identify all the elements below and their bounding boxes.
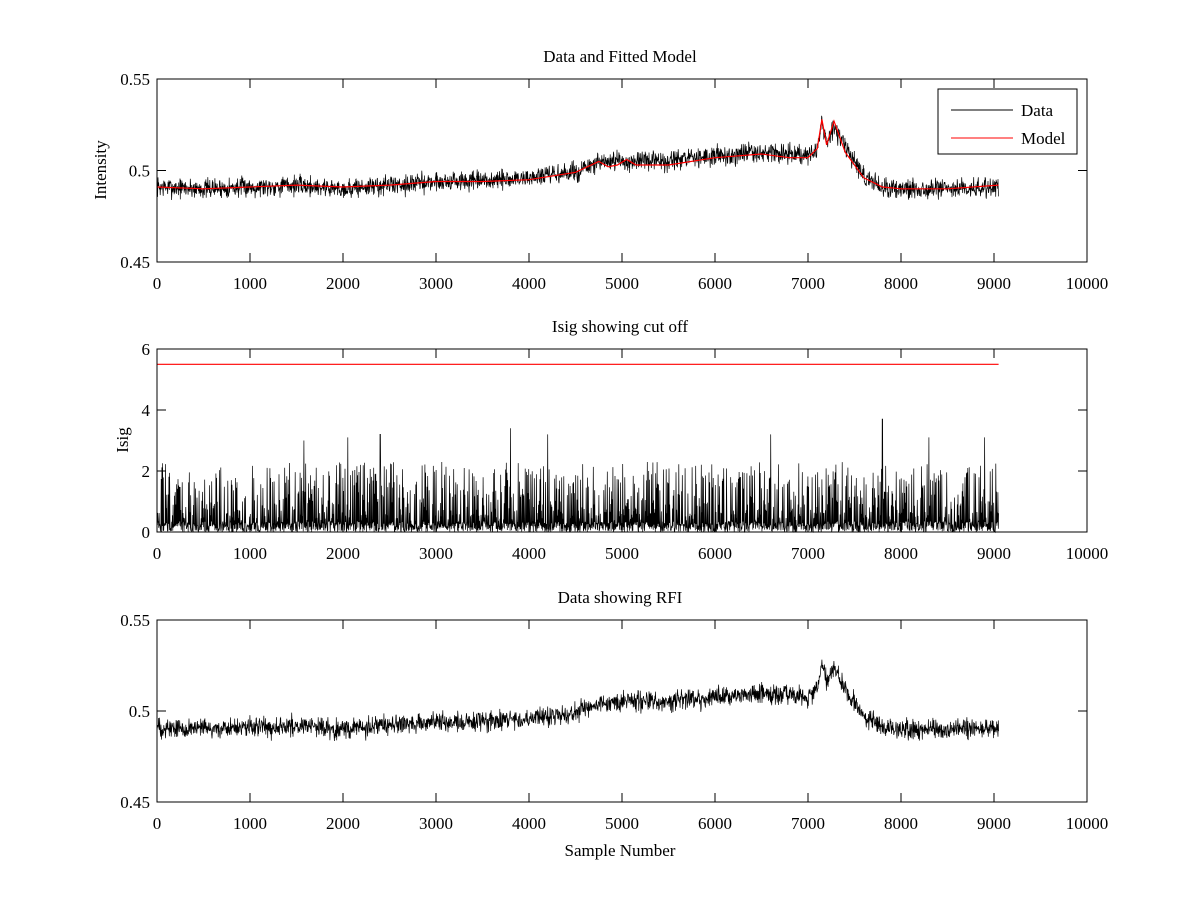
x-tick-label: 4000 [512,274,546,293]
y-tick-label: 4 [142,401,151,420]
y-tick-label: 0.45 [120,253,150,272]
x-tick-label: 0 [153,274,162,293]
x-tick-label: 1000 [233,544,267,563]
x-tick-label: 9000 [977,544,1011,563]
x-tick-label: 2000 [326,274,360,293]
series-data-line [156,659,999,742]
x-tick-label: 5000 [605,814,639,833]
y-tick-label: 0.55 [120,70,150,89]
x-tick-label: 3000 [419,544,453,563]
panel-3-xlabel: Sample Number [565,841,676,860]
x-tick-label: 9000 [977,274,1011,293]
x-tick-label: 6000 [698,814,732,833]
x-tick-label: 7000 [791,274,825,293]
x-tick-label: 3000 [419,814,453,833]
panel-3: Data showing RFI 0 1000 2000 3000 4000 5000 60… [120,588,1108,860]
panel-2: Isig showing cut off Isig 0 1000 2000 3000 4… [113,317,1108,563]
legend-model-label: Model [1021,129,1066,148]
panel-1-title: Data and Fitted Model [543,47,697,66]
x-tick-label: 6000 [698,544,732,563]
x-tick-label: 8000 [884,274,918,293]
panel-2-title: Isig showing cut off [552,317,688,336]
x-tick-label: 5000 [605,544,639,563]
x-tick-label: 4000 [512,814,546,833]
legend-box [937,88,1078,155]
y-tick-label: 2 [142,462,151,481]
x-tick-label: 9000 [977,814,1011,833]
x-tick-label: 10000 [1066,274,1109,293]
panel-1-legend: Data Model [937,88,1078,155]
x-tick-label: 1000 [233,814,267,833]
legend-data-label: Data [1021,101,1054,120]
panel-1: Data and Fitted Model Intensity 0 1000 200… [91,47,1108,293]
y-tick-label: 0.5 [129,162,150,181]
y-tick-label: 0.5 [129,702,150,721]
x-tick-label: 0 [153,544,162,563]
x-tick-label: 1000 [233,274,267,293]
x-tick-label: 4000 [512,544,546,563]
x-tick-label: 7000 [791,544,825,563]
panel-2-ylabel: Isig [113,427,132,453]
y-tick-label: 0 [142,523,151,542]
x-tick-label: 0 [153,814,162,833]
x-tick-label: 8000 [884,544,918,563]
y-tick-label: 0.55 [120,611,150,630]
panel-1-ylabel: Intensity [91,140,110,200]
panel-1-plot: 0 1000 2000 3000 4000 5000 6000 7000 8000 9000 100… [120,70,1108,293]
y-tick-label: 6 [142,340,151,359]
y-tick-label: 0.45 [120,793,150,812]
x-tick-label: 10000 [1066,814,1109,833]
x-tick-label: 10000 [1066,544,1109,563]
panel-3-plot: 0 1000 2000 3000 4000 5000 6000 7000 8000 9000 100… [120,611,1108,833]
panel-3-title: Data showing RFI [558,588,683,607]
x-tick-label: 7000 [791,814,825,833]
x-tick-label: 8000 [884,814,918,833]
x-tick-label: 5000 [605,274,639,293]
series-model-line [156,119,999,190]
x-tick-label: 6000 [698,274,732,293]
x-tick-label: 3000 [419,274,453,293]
panel-2-plot: 0 1000 2000 3000 4000 5000 6000 7000 8000 9000 100… [142,340,1109,563]
x-tick-label: 2000 [326,814,360,833]
x-tick-label: 2000 [326,544,360,563]
